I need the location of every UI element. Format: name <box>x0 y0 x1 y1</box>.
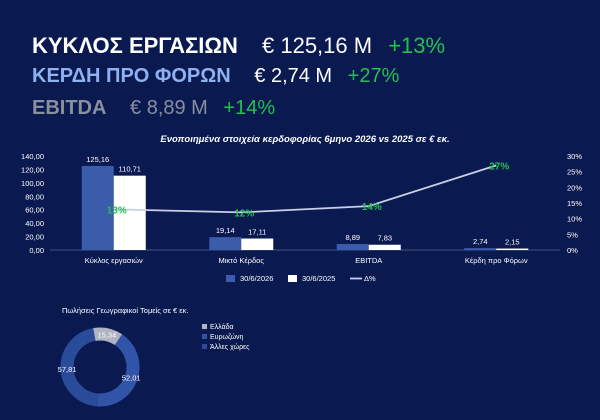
category-label: Κύκλος εργασιών <box>85 256 143 265</box>
pct-change-line <box>113 164 497 214</box>
y2-tick-label: 20% <box>567 183 582 192</box>
category-label: EBITDA <box>355 256 382 265</box>
kpi-pretax-profit-value: € 2,74 M <box>254 65 333 87</box>
donut-value-label: 52,01 <box>122 374 141 383</box>
donut-slice <box>93 327 123 346</box>
y-tick-label: 0,00 <box>29 246 44 255</box>
profitability-chart: Ενοποιημένα στοιχεία κερδοφορίας 6μηνο 2… <box>21 134 582 283</box>
bar-value-label: 8,89 <box>345 233 360 242</box>
pct-change-label: 27% <box>489 161 509 172</box>
kpi-pretax-profit: ΚΕΡΔΗ ΠΡΟ ΦΟΡΩΝ € 2,74 M +27% <box>32 66 399 86</box>
category-label: Κέρδη προ Φόρων <box>465 256 528 265</box>
bar-2026 <box>464 248 497 250</box>
y2-tick-label: 25% <box>567 168 582 177</box>
donut-legend-swatch <box>202 334 207 339</box>
kpi-revenue-value: € 125,16 M <box>262 33 373 58</box>
bar-value-label: 110,71 <box>119 165 141 174</box>
bar-value-label: 7,83 <box>377 234 392 243</box>
bar-2025 <box>241 238 274 250</box>
y-tick-label: 40,00 <box>25 219 44 228</box>
donut-legend-label: Ελλάδα <box>210 323 234 331</box>
bar-value-label: 17,11 <box>248 228 266 237</box>
pct-change-label: 13% <box>107 205 127 216</box>
y-tick-label: 80,00 <box>25 192 44 201</box>
donut-value-label: 15,34 <box>98 331 117 340</box>
bar-value-label: 125,16 <box>86 155 109 164</box>
kpi-pretax-profit-label: ΚΕΡΔΗ ΠΡΟ ΦΟΡΩΝ <box>32 65 231 87</box>
donut-slice <box>60 328 99 407</box>
legend-swatch <box>288 275 297 282</box>
kpi-revenue: ΚΥΚΛΟΣ ΕΡΓΑΣΙΩΝ € 125,16 M +13% <box>32 35 445 57</box>
donut-title: Πωλήσεις Γεωγραφικοί Τομείς σε € εκ. <box>62 306 189 315</box>
pct-change-label: 14% <box>362 202 382 213</box>
donut-legend-label: Ευρωζώνη <box>210 333 244 341</box>
y-tick-label: 60,00 <box>25 206 44 215</box>
bar-value-label: 19,14 <box>216 226 235 235</box>
legend-label: Δ% <box>364 274 376 283</box>
bar-value-label: 2,15 <box>505 238 520 247</box>
bar-2026 <box>81 165 114 250</box>
chart-title: Ενοποιημένα στοιχεία κερδοφορίας 6μηνο 2… <box>160 134 449 145</box>
donut-slice <box>97 334 140 407</box>
y2-tick-label: 30% <box>567 152 582 161</box>
y2-tick-label: 0% <box>567 246 578 255</box>
category-label: Μικτό Κέρδος <box>219 256 265 265</box>
geographic-sales-chart: Πωλήσεις Γεωγραφικοί Τομείς σε € εκ. 15,… <box>58 306 250 407</box>
bar-2026 <box>209 237 242 250</box>
bar-2025 <box>368 244 401 250</box>
y-tick-label: 140,00 <box>21 152 44 161</box>
bar-2025 <box>496 248 529 250</box>
kpi-pretax-profit-change: +27% <box>347 65 400 87</box>
y2-tick-label: 10% <box>567 215 582 224</box>
legend-swatch <box>226 275 235 282</box>
kpi-ebitda: EBITDA € 8,89 M +14% <box>32 98 275 118</box>
legend-label: 30/6/2025 <box>302 274 335 283</box>
y-tick-label: 100,00 <box>21 179 44 188</box>
kpi-ebitda-change: +14% <box>223 97 276 119</box>
bar-value-label: 2,74 <box>473 237 488 246</box>
y2-tick-label: 5% <box>567 230 578 239</box>
kpi-ebitda-value: € 8,89 M <box>130 97 208 119</box>
y2-tick-label: 15% <box>567 199 582 208</box>
bar-2025 <box>113 175 146 250</box>
donut-legend-swatch <box>202 344 207 349</box>
donut-legend-swatch <box>202 324 207 329</box>
kpi-revenue-change: +13% <box>388 33 446 58</box>
donut-value-label: 57,81 <box>58 365 77 374</box>
kpi-revenue-label: ΚΥΚΛΟΣ ΕΡΓΑΣΙΩΝ <box>32 33 238 58</box>
kpi-ebitda-label: EBITDA <box>32 97 107 119</box>
bar-2026 <box>336 244 369 250</box>
y-tick-label: 120,00 <box>21 165 44 174</box>
pct-change-label: 12% <box>234 208 254 219</box>
legend-label: 30/6/2026 <box>240 274 273 283</box>
y-tick-label: 20,00 <box>25 233 44 242</box>
donut-legend-label: Άλλες χώρες <box>210 343 250 351</box>
